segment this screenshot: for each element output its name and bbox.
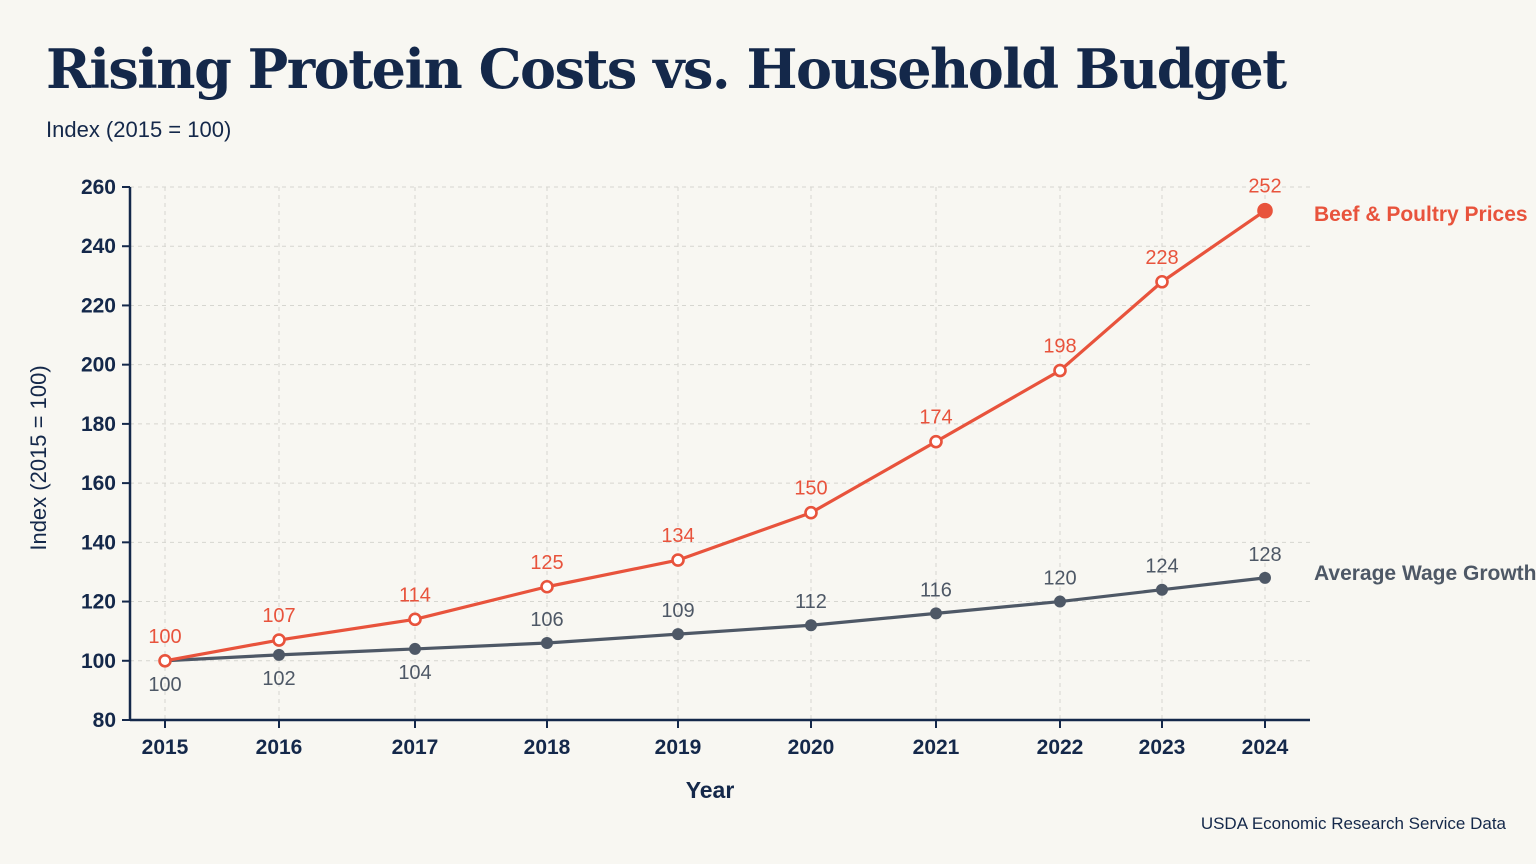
series-lines	[158, 202, 1273, 668]
y-tick-label: 100	[81, 650, 116, 673]
data-label: 104	[398, 662, 431, 684]
y-tick-label: 240	[81, 235, 116, 258]
data-point	[1259, 571, 1271, 584]
series-name-label: Average Wage Growth	[1314, 562, 1536, 585]
x-tick-label: 2017	[392, 736, 439, 759]
data-label: 198	[1043, 336, 1076, 358]
y-tick-label: 200	[81, 354, 116, 377]
data-label: 252	[1248, 176, 1281, 198]
data-label: 102	[262, 668, 295, 690]
grid	[130, 186, 1310, 720]
data-point	[1156, 583, 1168, 596]
data-point	[805, 619, 817, 632]
data-labels: 100 102 104 106 109 112 116 120 124 128 Average Wa…	[148, 176, 1536, 696]
data-point	[804, 505, 818, 520]
data-point	[541, 637, 553, 650]
data-point	[158, 653, 172, 668]
data-point	[273, 648, 285, 661]
data-point	[272, 633, 286, 647]
data-point	[672, 628, 684, 641]
chart-subtitle: Index (2015 = 100)	[46, 117, 232, 142]
data-point	[1053, 363, 1067, 378]
source-note: USDA Economic Research Service Data	[1200, 814, 1506, 833]
series-line-beef-poultry	[163, 209, 1267, 663]
data-label: 114	[399, 584, 431, 606]
y-tick-label: 160	[81, 472, 116, 495]
data-point	[671, 553, 685, 567]
y-tick-label: 260	[81, 176, 116, 199]
x-tick-label: 2023	[1139, 736, 1186, 759]
x-axis-title: Year	[686, 777, 735, 803]
data-point	[930, 607, 942, 620]
data-label: 134	[661, 525, 694, 547]
x-tick-label: 2019	[655, 736, 702, 759]
y-axis-title: Index (2015 = 100)	[26, 365, 51, 550]
series-name-label: Beef & Poultry Prices	[1314, 203, 1528, 226]
data-label: 128	[1248, 544, 1281, 566]
data-point	[540, 579, 554, 594]
data-label: 107	[262, 605, 295, 627]
y-tick-label: 80	[93, 709, 116, 732]
x-tick-label: 2024	[1242, 736, 1289, 759]
x-tick-label: 2021	[913, 736, 960, 759]
data-label: 109	[661, 600, 694, 622]
data-point	[1257, 202, 1273, 219]
x-tick-label: 2022	[1037, 736, 1084, 759]
series-line-wage	[163, 576, 1267, 663]
data-label: 150	[794, 478, 827, 500]
data-label: 120	[1043, 568, 1076, 590]
chart-title: Rising Protein Costs vs. Household Budge…	[46, 37, 1287, 101]
data-label: 174	[919, 407, 952, 429]
data-label: 228	[1145, 247, 1178, 269]
data-label: 100	[148, 674, 181, 696]
data-point	[409, 642, 421, 655]
data-point	[1054, 595, 1066, 608]
x-tick-label: 2020	[788, 736, 835, 759]
data-label: 116	[920, 579, 952, 601]
x-tick-label: 2015	[142, 736, 189, 759]
data-point	[1155, 274, 1169, 289]
x-tick-label: 2016	[256, 736, 303, 759]
data-point	[929, 434, 943, 449]
data-point	[408, 612, 422, 627]
y-tick-label: 180	[81, 413, 116, 436]
data-label: 124	[1145, 556, 1178, 578]
axes: 80 100 120 140 160 180 200 220 240 260 2015 2016 201…	[26, 176, 1310, 803]
data-label: 106	[530, 609, 563, 631]
y-tick-label: 220	[81, 294, 116, 317]
data-label: 100	[148, 626, 181, 648]
y-tick-label: 140	[81, 531, 116, 554]
data-label: 112	[795, 591, 827, 613]
data-label: 125	[530, 552, 563, 574]
x-tick-label: 2018	[524, 736, 571, 759]
y-tick-label: 120	[81, 591, 116, 614]
